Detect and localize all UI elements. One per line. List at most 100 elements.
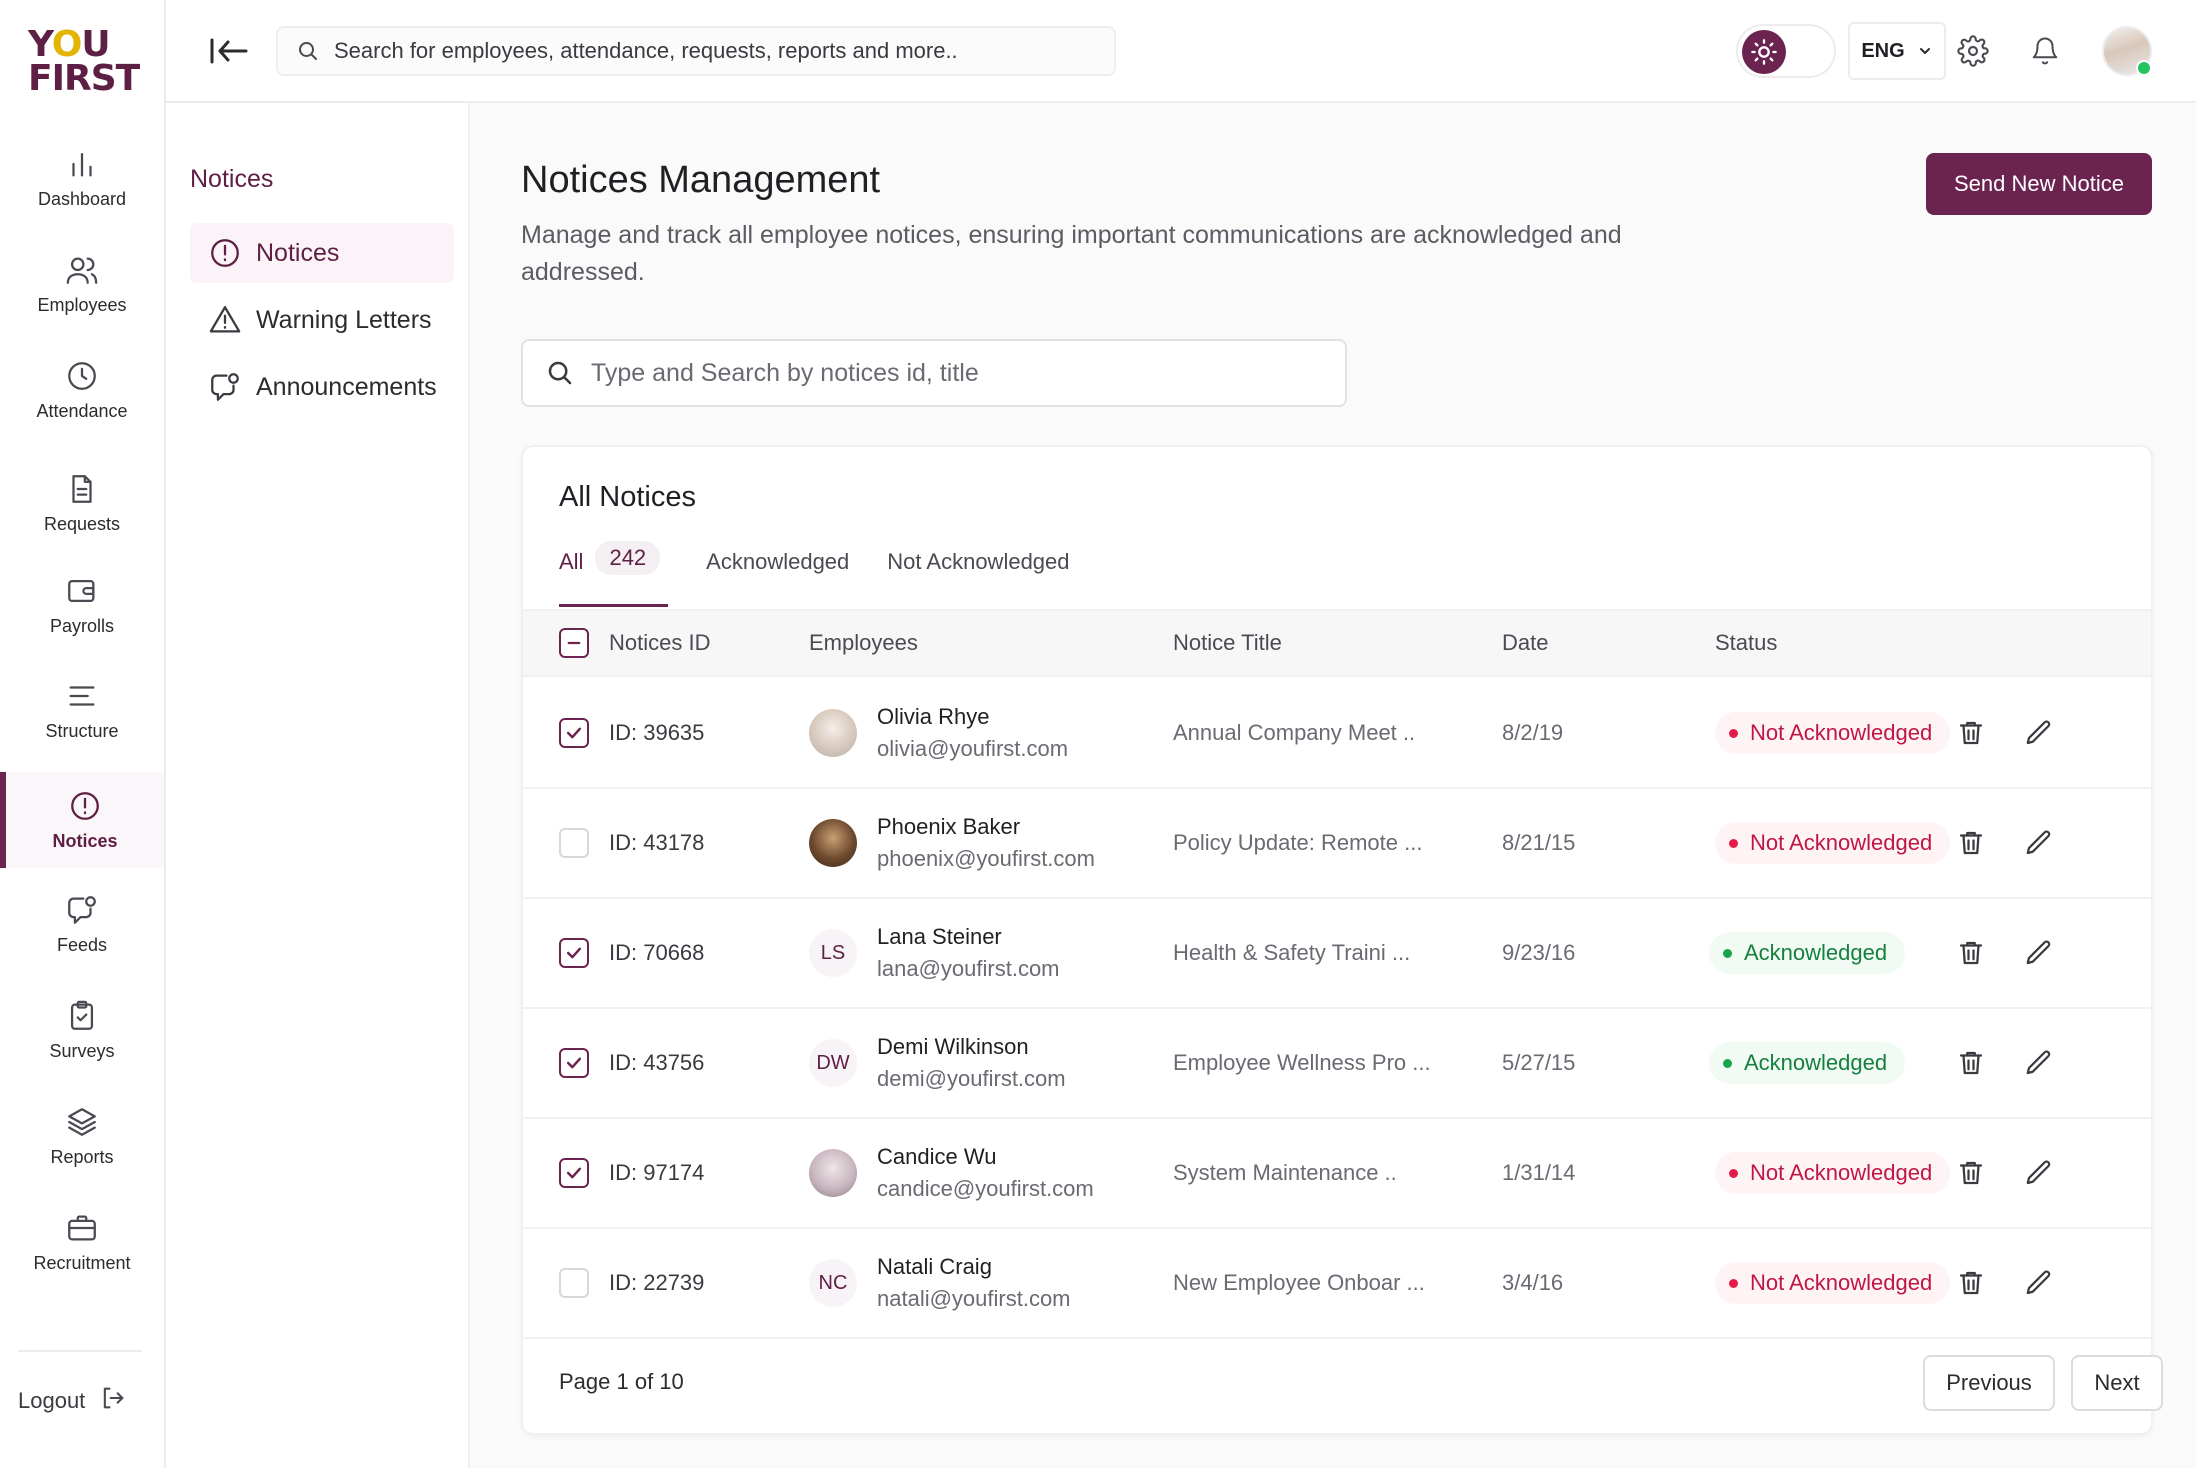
notice-id: ID: 43756 [609,1050,705,1075]
notice-title: Health & Safety Traini ... [1173,940,1411,965]
bell-icon [2032,37,2058,65]
tab-all[interactable]: All 242 [559,541,669,607]
bar-chart-icon [72,152,92,176]
edit-button[interactable] [2021,679,2057,787]
logout-button[interactable]: Logout [18,1384,127,1418]
top-bar: ENG [166,0,2196,103]
subnav-item-warning-letters[interactable]: Warning Letters [190,290,454,350]
edit-button[interactable] [2021,899,2057,1007]
main-sidebar: YOU FIRST Dashboard Employees Attendance Re… [0,0,166,1468]
notice-date: 1/31/14 [1502,1160,1576,1185]
notice-id: ID: 22739 [609,1270,705,1295]
nav-item-label: Surveys [49,1040,115,1061]
notice-search-input[interactable] [591,358,1331,388]
tab-label: Acknowledged [706,549,850,574]
header-notice-title: Notice Title [1173,630,1282,655]
logout-label: Logout [18,1388,86,1413]
delete-button[interactable] [1953,679,1989,787]
employee-name: Candice Wu [877,1144,997,1169]
settings-button[interactable] [1952,30,1994,72]
notice-title: Policy Update: Remote ... [1173,830,1423,855]
tab-acknowledged[interactable]: Acknowledged [706,545,849,607]
id-cell: ID: 39635 [559,679,704,787]
send-new-notice-button[interactable]: Send New Notice [1926,153,2152,215]
nav-item-employees[interactable]: Employees [0,236,164,332]
delete-button[interactable] [1953,1009,1989,1117]
table-row[interactable]: ID: 70668 LS Lana Steiner lana@youfirst.com… [523,899,2151,1009]
app-logo[interactable]: YOU FIRST [28,24,140,99]
notice-id: ID: 97174 [609,1160,705,1185]
pencil-icon [2026,1050,2051,1075]
row-checkbox[interactable] [559,938,589,968]
subnav-item-notices[interactable]: Notices [190,223,454,283]
nav-item-requests[interactable]: Requests [0,455,164,551]
delete-button[interactable] [1953,789,1989,897]
pencil-icon [2026,940,2051,965]
select-all-checkbox[interactable] [559,628,589,658]
notice-date: 8/2/19 [1502,720,1564,745]
nav-item-feeds[interactable]: Feeds [0,876,164,972]
employee-cell: LS Lana Steiner lana@youfirst.com [809,899,1060,1007]
row-checkbox[interactable] [559,1158,589,1188]
sun-icon [1751,39,1777,65]
edit-button[interactable] [2021,1229,2057,1337]
notice-search[interactable] [521,339,1347,407]
nav-item-label: Structure [45,720,119,741]
nav-item-notices[interactable]: Notices [0,772,164,868]
table-header: Notices ID Employees Notice Title Date S… [523,609,2151,677]
global-search-input[interactable] [334,38,1114,64]
page-description: Manage and track all employee notices, e… [521,221,1622,286]
delete-button[interactable] [1953,899,1989,1007]
nav-item-reports[interactable]: Reports [0,1088,164,1184]
employee-email: lana@youfirst.com [877,956,1060,981]
status-cell: Acknowledged [1709,899,1906,1007]
row-checkbox[interactable] [559,1268,589,1298]
nav-item-attendance[interactable]: Attendance [0,342,164,438]
collapse-sidebar-button[interactable] [208,32,250,70]
table-row[interactable]: ID: 39635 Olivia Rhye olivia@youfirst.com A… [523,679,2151,789]
nav-item-dashboard[interactable]: Dashboard [0,130,164,226]
delete-button[interactable] [1953,1119,1989,1227]
previous-page-button[interactable]: Previous [1923,1355,2055,1411]
notifications-button[interactable] [2024,30,2066,72]
employee-cell: Candice Wu candice@youfirst.com [809,1119,1094,1227]
nav-item-label: Feeds [56,934,108,955]
trash-icon [1959,1051,1983,1075]
row-checkbox[interactable] [559,1048,589,1078]
status-cell: Acknowledged [1709,1009,1906,1117]
alert-circle-icon [211,239,239,267]
edit-button[interactable] [2021,789,2057,897]
nav-item-structure[interactable]: Structure [0,662,164,758]
alert-circle-icon [71,791,99,820]
row-checkbox[interactable] [559,718,589,748]
global-search[interactable] [276,26,1116,76]
delete-button[interactable] [1953,1229,1989,1337]
main-content: Notices Management Manage and track all … [470,103,2196,1468]
table-row[interactable]: ID: 97174 Candice Wu candice@youfirst.com S… [523,1119,2151,1229]
employee-initials-avatar: DW [809,1039,857,1087]
subnav-item-announcements[interactable]: Announcements [190,357,454,417]
clock-icon [68,361,96,390]
nav-item-label: Reports [50,1146,114,1167]
edit-button[interactable] [2021,1119,2057,1227]
nav-item-recruitment[interactable]: Recruitment [0,1194,164,1290]
theme-toggle[interactable] [1736,24,1836,78]
user-avatar[interactable] [2102,26,2152,76]
next-page-button[interactable]: Next [2071,1355,2163,1411]
notice-date: 8/21/15 [1502,830,1576,855]
row-checkbox[interactable] [559,828,589,858]
tab-not-acknowledged[interactable]: Not Acknowledged [887,545,1069,607]
nav-item-surveys[interactable]: Surveys [0,982,164,1078]
nav-item-label: Attendance [36,400,128,421]
table-row[interactable]: ID: 43178 Phoenix Baker phoenix@youfirst.c… [523,789,2151,899]
status-label: Acknowledged [1744,1050,1888,1075]
status-label: Not Acknowledged [1750,720,1933,745]
table-row[interactable]: ID: 43756 DW Demi Wilkinson demi@youfirst.c… [523,1009,2151,1119]
table-row[interactable]: ID: 22739 NC Natali Craig natali@youfirst.c… [523,1229,2151,1339]
subnav-title: Notices [190,165,274,193]
nav-item-payrolls[interactable]: Payrolls [0,557,164,653]
check-icon [566,947,582,959]
language-select[interactable]: ENG [1848,22,1946,80]
employee-cell: NC Natali Craig natali@youfirst.com [809,1229,1071,1337]
edit-button[interactable] [2021,1009,2057,1117]
